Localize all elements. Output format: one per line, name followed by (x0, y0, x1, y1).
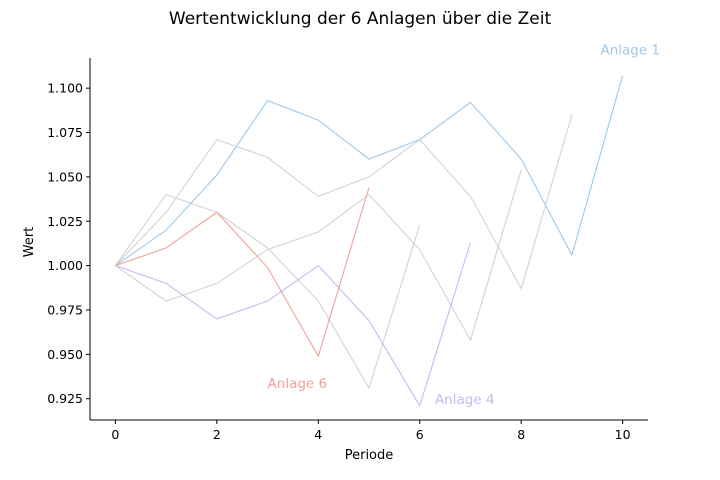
y-axis-label: Wert (22, 227, 37, 258)
annotation-anlage-6: Anlage 6 (268, 376, 328, 392)
series-lines (114, 75, 624, 408)
y-tick-label: 1.075 (47, 125, 83, 140)
series-line-gray-3 (115, 169, 522, 342)
x-tick-label: 6 (416, 427, 424, 442)
axes: 0 2 4 6 8 10 0.925 0.950 0.975 1.000 1.025 1.050 1.0… (47, 58, 648, 442)
series-line-anlage-6 (115, 187, 370, 358)
y-tick-label: 0.925 (47, 391, 83, 406)
annotations: Anlage 1 Anlage 6 Anlage 4 (268, 42, 660, 408)
x-tick-label: 2 (213, 427, 221, 442)
series-line-anlage-1 (115, 75, 624, 267)
y-tick-label: 1.050 (47, 169, 83, 184)
x-tick-label: 8 (517, 427, 525, 442)
annotation-anlage-4: Anlage 4 (435, 392, 495, 408)
x-tick-label: 10 (615, 427, 631, 442)
x-tick-label: 0 (111, 427, 119, 442)
y-tick-label: 1.100 (47, 81, 83, 96)
x-axis-label: Periode (345, 448, 394, 463)
annotation-anlage-1: Anlage 1 (600, 42, 660, 58)
series-line-anlage-4 (115, 242, 472, 408)
y-tick-label: 1.000 (47, 258, 83, 273)
y-tick-label: 0.950 (47, 347, 83, 362)
chart-title: Wertentwicklung der 6 Anlagen über die Z… (169, 9, 552, 29)
y-tick-label: 0.975 (47, 302, 83, 317)
x-tick-label: 4 (314, 427, 322, 442)
series-line-gray-1 (115, 114, 573, 291)
y-tick-label: 1.025 (47, 214, 83, 229)
series-line-gray-2 (114, 193, 421, 390)
